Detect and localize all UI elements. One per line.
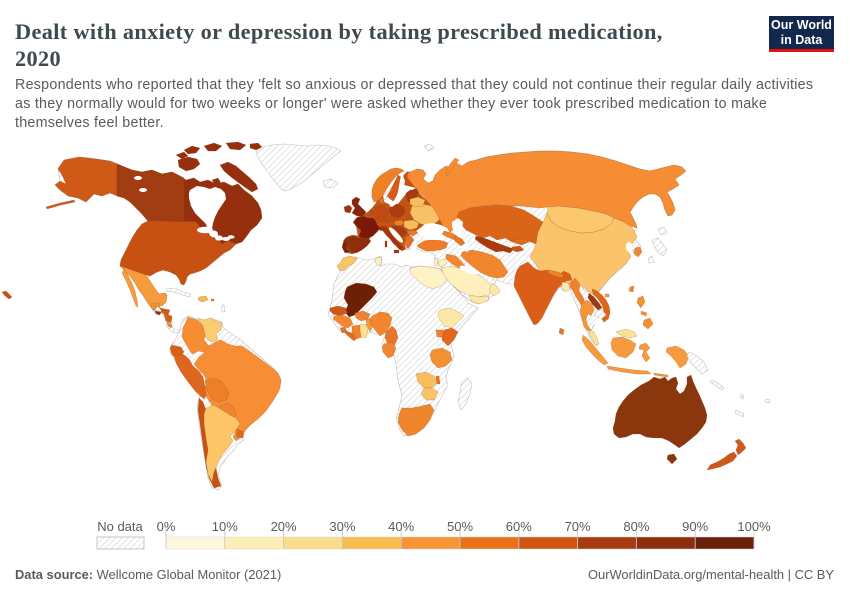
svg-text:90%: 90% xyxy=(682,519,708,534)
svg-text:100%: 100% xyxy=(737,519,771,534)
svg-text:60%: 60% xyxy=(506,519,532,534)
svg-text:10%: 10% xyxy=(212,519,238,534)
svg-text:50%: 50% xyxy=(447,519,473,534)
svg-text:80%: 80% xyxy=(623,519,649,534)
svg-text:30%: 30% xyxy=(329,519,355,534)
svg-text:20%: 20% xyxy=(271,519,297,534)
svg-text:No data: No data xyxy=(97,519,143,534)
svg-text:40%: 40% xyxy=(388,519,414,534)
svg-text:0%: 0% xyxy=(157,519,176,534)
svg-text:70%: 70% xyxy=(565,519,591,534)
